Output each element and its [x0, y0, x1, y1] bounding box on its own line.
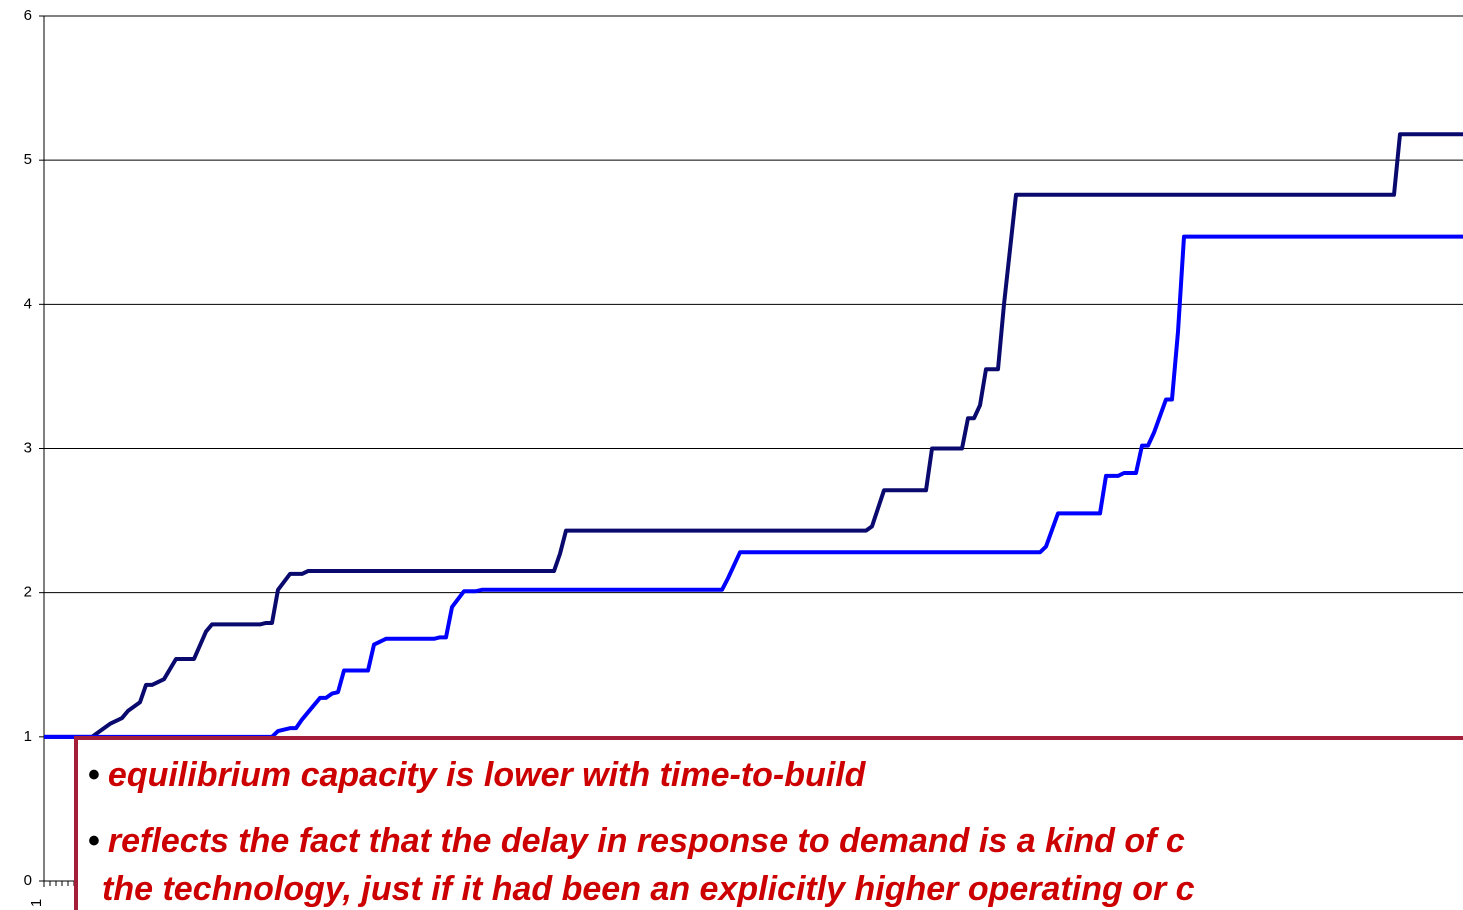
callout-text: reflects the fact that the delay in resp… — [107, 822, 1185, 860]
callout-text: the technology, just if it had been an e… — [102, 870, 1195, 908]
y-tick-label: 6 — [24, 7, 32, 24]
callout-line: • equilibrium capacity is lower with time… — [88, 756, 865, 795]
y-tick-label: 5 — [24, 151, 32, 168]
callout-box: • equilibrium capacity is lower with time… — [74, 736, 1463, 910]
y-tick-label: 3 — [24, 439, 32, 456]
bullet: • — [88, 822, 100, 860]
bullet: • — [88, 756, 100, 794]
callout-line: • reflects the fact that the delay in res… — [88, 822, 1185, 861]
x-tick-label: 1 — [28, 899, 45, 907]
y-tick-label: 1 — [24, 728, 32, 745]
y-tick-label: 0 — [24, 872, 32, 889]
callout-line: the technology, just if it had been an e… — [102, 870, 1195, 909]
series-line — [44, 234, 1463, 739]
callout-text: equilibrium capacity is lower with time-… — [107, 756, 866, 794]
y-tick-label: 2 — [24, 584, 32, 601]
series-line — [44, 132, 1463, 739]
y-tick-label: 4 — [24, 295, 32, 312]
